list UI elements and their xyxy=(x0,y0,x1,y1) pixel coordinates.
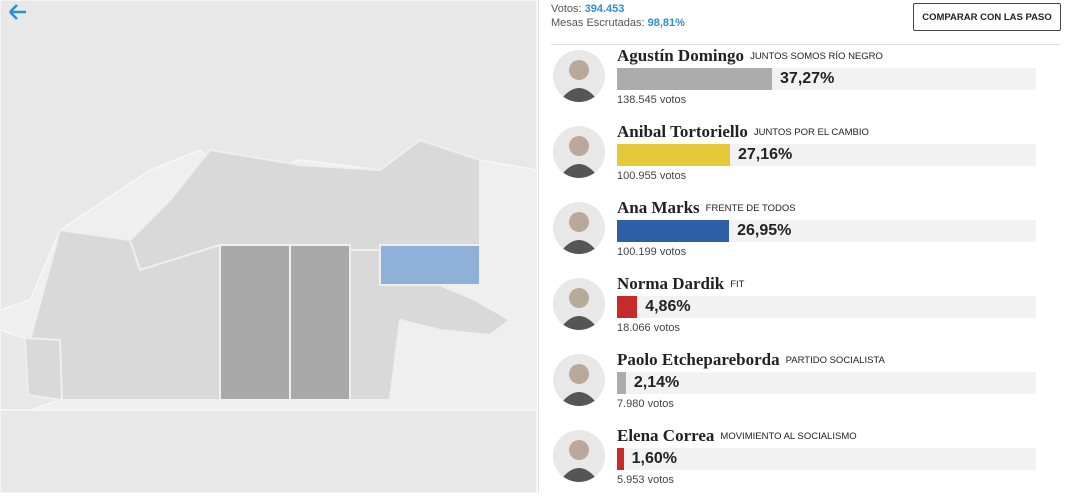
vote-count: 7.980 votos xyxy=(617,398,674,410)
avatar xyxy=(553,430,605,482)
votes-value: 394.453 xyxy=(584,3,625,15)
avatar-icon xyxy=(559,212,599,254)
avatar-icon xyxy=(559,364,599,406)
candidate-name: Paolo Etchepareborda PARTIDO SOCIALISTA xyxy=(617,350,885,370)
party: PARTIDO SOCIALISTA xyxy=(785,355,885,366)
candidate: Norma Dardik FIT 4,86% 18.066 votos xyxy=(539,274,1068,350)
map xyxy=(0,0,537,493)
bar xyxy=(617,296,638,318)
party: FRENTE DE TODOS xyxy=(705,203,796,214)
bar-track: 27,16% xyxy=(617,144,1036,166)
party: JUNTOS POR EL CAMBIO xyxy=(753,127,869,138)
vote-count: 100.199 votos xyxy=(617,246,687,258)
avatar xyxy=(553,278,605,330)
bar xyxy=(617,68,773,90)
bar-track: 26,95% xyxy=(617,220,1036,242)
name-text: Elena Correa xyxy=(617,426,715,445)
party: MOVIMIENTO AL SOCIALISMO xyxy=(720,431,857,442)
party: FIT xyxy=(730,279,745,290)
name-text: Anibal Tortoriello xyxy=(617,122,748,141)
candidate-name: Norma Dardik FIT xyxy=(617,274,744,294)
percent-label: 4,86% xyxy=(645,298,691,315)
name-text: Agustín Domingo xyxy=(617,46,745,65)
party: JUNTOS SOMOS RÍO NEGRO xyxy=(750,51,883,62)
bar-track: 4,86% xyxy=(617,296,1036,318)
percent-label: 26,95% xyxy=(737,222,792,239)
avatar-icon xyxy=(559,288,599,330)
bar xyxy=(617,372,626,394)
vote-count: 5.953 votos xyxy=(617,474,674,486)
candidate: Ana Marks FRENTE DE TODOS 26,95% 100.199 vo… xyxy=(539,198,1068,274)
percent-label: 37,27% xyxy=(780,70,835,87)
avatar-icon xyxy=(559,60,599,102)
name-text: Norma Dardik xyxy=(617,274,725,293)
votes-label: Votos: xyxy=(551,3,582,15)
avatar-icon xyxy=(559,440,599,482)
avatar xyxy=(553,202,605,254)
vote-count: 18.066 votos xyxy=(617,322,680,334)
percent-label: 27,16% xyxy=(737,146,793,163)
avatar-icon xyxy=(559,136,599,178)
candidate: Elena Correa MOVIMIENTO AL SOCIALISMO 1,60… xyxy=(539,426,1068,502)
tables-line: Mesas Escrutadas: 98,81% xyxy=(551,17,685,29)
compare-button[interactable]: COMPARAR CON LAS PASO xyxy=(913,3,1061,31)
bar xyxy=(617,448,624,470)
name-text: Ana Marks xyxy=(617,198,700,217)
vote-count: 100.955 votos xyxy=(617,170,687,182)
percent-label: 2,14% xyxy=(633,374,680,391)
votes-line: Votos: 394.453 xyxy=(551,3,624,15)
separator xyxy=(551,44,1061,45)
candidate-name: Agustín Domingo JUNTOS SOMOS RÍO NEGRO xyxy=(617,46,883,66)
vote-count: 138.545 votos xyxy=(617,94,687,106)
avatar xyxy=(553,126,605,178)
candidate: Paolo Etchepareborda PARTIDO SOCIALISTA 2,… xyxy=(539,350,1068,426)
candidate-name: Ana Marks FRENTE DE TODOS xyxy=(617,198,796,218)
candidate-name: Anibal Tortoriello JUNTOS POR EL CAMBIO xyxy=(617,122,869,142)
bar-track: 2,14% xyxy=(617,372,1036,394)
bar xyxy=(617,144,730,166)
avatar xyxy=(553,354,605,406)
candidate: Anibal Tortoriello JUNTOS POR EL CAMBIO 27… xyxy=(539,122,1068,198)
tables-label: Mesas Escrutadas: xyxy=(551,17,645,29)
candidate: Agustín Domingo JUNTOS SOMOS RÍO NEGRO 37,… xyxy=(539,46,1068,122)
bar-track: 1,60% xyxy=(617,448,1036,470)
name-text: Paolo Etchepareborda xyxy=(617,350,780,369)
results-panel: Votos: 394.453 Mesas Escrutadas: 98,81% … xyxy=(538,0,1068,493)
candidate-name: Elena Correa MOVIMIENTO AL SOCIALISMO xyxy=(617,426,857,446)
bar-track: 37,27% xyxy=(617,68,1036,90)
avatar xyxy=(553,50,605,102)
percent-label: 1,60% xyxy=(631,450,678,467)
tables-value: 98,81% xyxy=(647,17,685,29)
bar xyxy=(617,220,730,242)
